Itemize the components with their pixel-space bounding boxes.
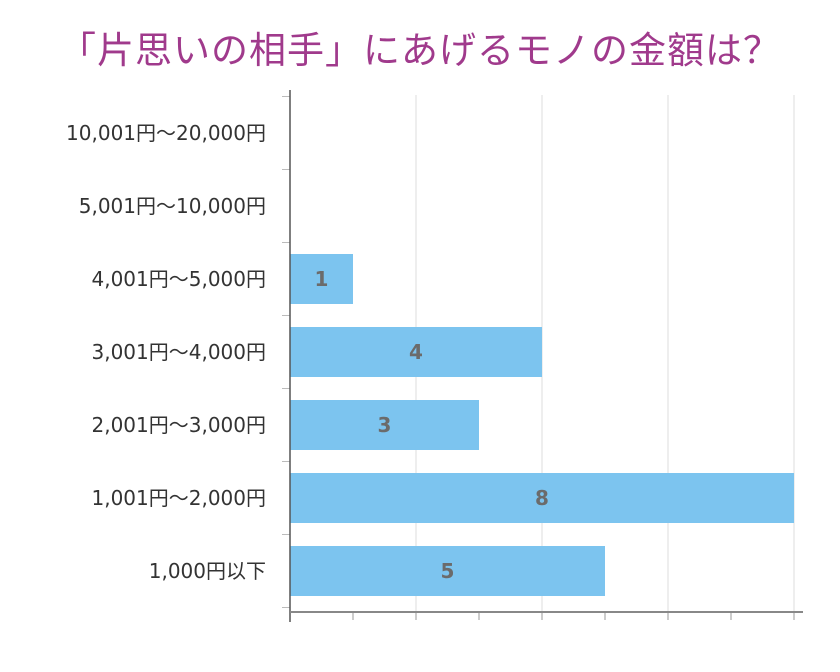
category-label: 10,001円〜20,000円: [66, 121, 266, 145]
category-label: 3,001円〜4,000円: [91, 340, 266, 364]
category-label: 2,001円〜3,000円: [91, 413, 266, 437]
category-label: 1,001円〜2,000円: [91, 486, 266, 510]
data-label: 4: [409, 340, 423, 364]
data-label: 1: [315, 267, 329, 291]
chart-title: 「片思いの相手」にあげるモノの金額は？: [59, 29, 781, 72]
bar: [290, 546, 605, 596]
category-label: 5,001円〜10,000円: [79, 194, 266, 218]
bar: [290, 327, 542, 377]
category-label: 1,000円以下: [149, 559, 266, 583]
bar: [290, 254, 353, 304]
data-label: 5: [441, 559, 455, 583]
bar: [290, 400, 479, 450]
bar: [290, 473, 794, 523]
data-label: 3: [378, 413, 392, 437]
data-label: 8: [535, 486, 549, 510]
category-label: 4,001円〜5,000円: [91, 267, 266, 291]
